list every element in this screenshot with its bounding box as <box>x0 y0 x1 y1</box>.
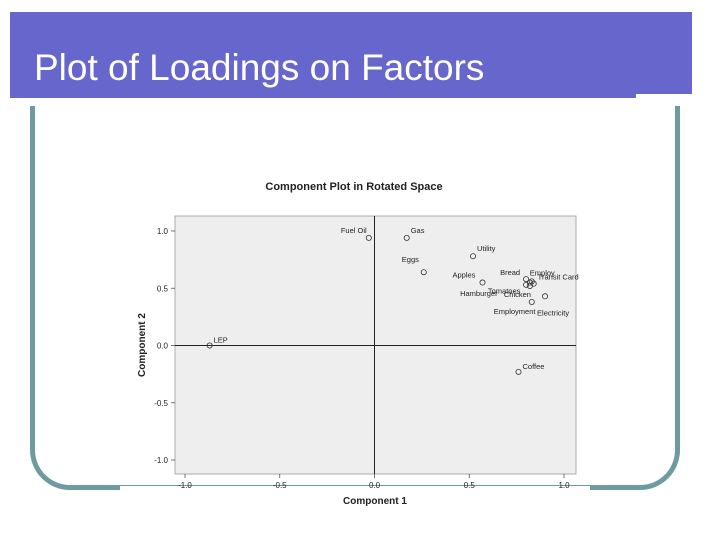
point-label: Gas <box>411 226 425 235</box>
data-point <box>420 269 427 276</box>
point-label: Tomatoes <box>488 287 521 296</box>
y-tick-label: 0.0 <box>157 342 169 351</box>
frame-gap <box>120 486 590 496</box>
title-underline <box>10 94 636 98</box>
y-tick-label: -1.0 <box>154 456 168 465</box>
data-point <box>479 279 486 286</box>
component-plot: Component Plot in Rotated Space -1.0 -0.5… <box>137 181 579 507</box>
y-tick-label: 1.0 <box>157 227 169 236</box>
x-tick-label: -1.0 <box>178 481 192 490</box>
point-label: Utility <box>477 244 496 253</box>
data-point <box>523 276 530 283</box>
data-point <box>526 279 533 286</box>
x-tick-label: 0.5 <box>464 481 476 490</box>
point-label: Apples <box>453 271 476 280</box>
point-label: LEP <box>214 336 228 345</box>
chart-title: Component Plot in Rotated Space <box>265 181 442 193</box>
title-bar: Plot of Loadings on Factors <box>10 12 720 94</box>
point-label: Employment <box>494 307 537 316</box>
point-label: Electricity <box>537 308 569 317</box>
x-axis-label: Component 1 <box>343 496 407 507</box>
point-label: Bread <box>500 268 520 277</box>
y-tick-label: -0.5 <box>154 399 168 408</box>
point-label: Eggs <box>402 255 419 264</box>
data-point <box>206 342 213 349</box>
x-tick-label: 0.0 <box>369 481 381 490</box>
point-label: Hamburger <box>460 289 498 298</box>
data-point <box>470 253 477 260</box>
data-point <box>542 293 549 300</box>
x-tick-label: -0.5 <box>273 481 287 490</box>
point-label: Coffee <box>523 362 545 371</box>
x-tick-label: 1.0 <box>558 481 570 490</box>
y-tick-label: 0.5 <box>157 284 169 293</box>
title-bar-corner <box>692 12 720 94</box>
data-point <box>403 234 410 241</box>
data-point <box>515 368 522 375</box>
data-point <box>526 282 533 289</box>
slide-title: Plot of Loadings on Factors <box>34 47 485 88</box>
point-label: Transit Card <box>538 273 579 282</box>
point-label: Employ <box>530 268 555 277</box>
data-point <box>528 298 535 305</box>
data-point <box>365 234 372 241</box>
point-label: Fuel Oil <box>341 226 367 235</box>
point-label: Chicken <box>504 290 531 299</box>
y-axis-label: Component 2 <box>137 313 148 377</box>
